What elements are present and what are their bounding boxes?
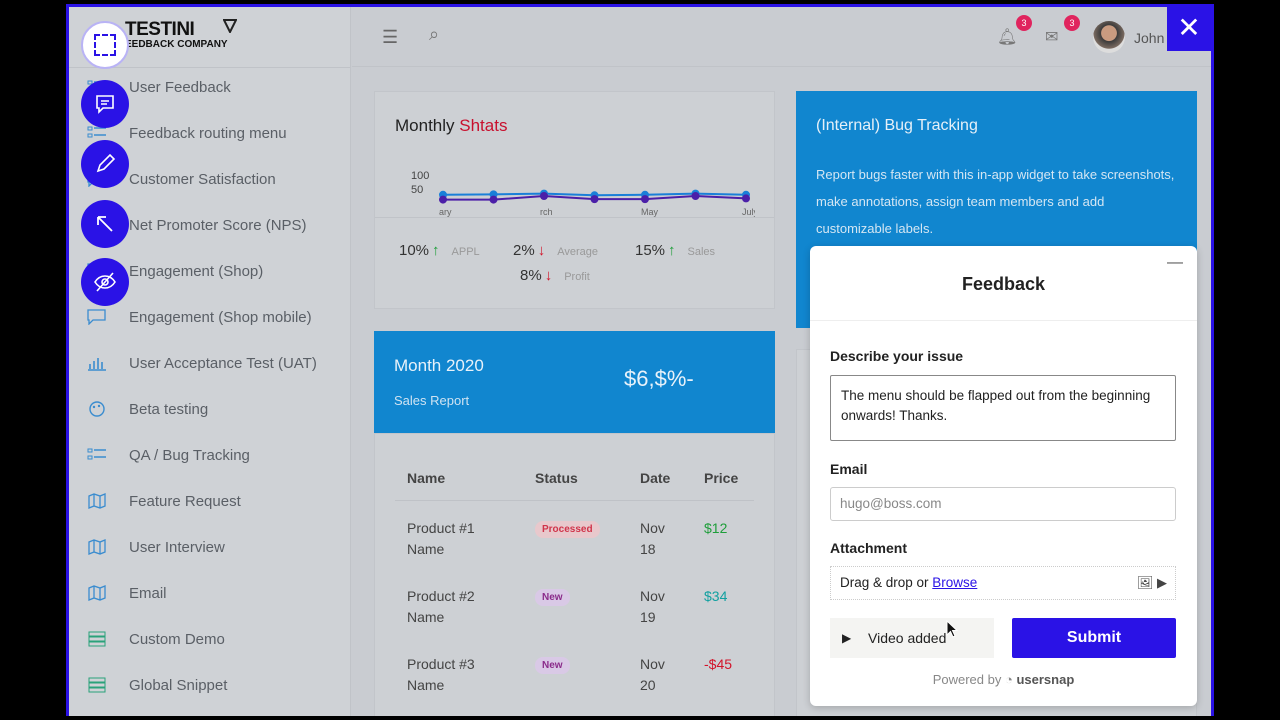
data-point [439, 195, 447, 204]
arrow-down-icon: ↓ [544, 267, 553, 284]
sidebar-item[interactable]: QA / Bug Tracking [69, 440, 350, 470]
list-icon [87, 448, 106, 460]
data-point [691, 192, 700, 200]
topbar: ☰ ⌕ 🔔︎ 3 ✉ 3 John [352, 7, 1211, 67]
stat-item: 15% ↑ Sales [635, 242, 716, 259]
bell-icon[interactable]: 🔔︎ [997, 29, 1018, 46]
map-icon [88, 585, 106, 601]
data-point [489, 195, 498, 204]
feedback-widget: Feedback — Describe your issue The menu … [810, 246, 1197, 706]
arrow-up-icon: ↑ [668, 242, 676, 259]
map-icon [88, 493, 106, 509]
data-point [742, 194, 750, 203]
products-table: Name Status Date Price Product #1 Name P… [374, 433, 775, 716]
minimize-button[interactable]: — [1167, 254, 1183, 271]
image-icon[interactable]: 🖼︎ [1136, 575, 1154, 590]
palette-icon [89, 401, 105, 417]
list-icon [87, 126, 106, 138]
map-icon [88, 539, 106, 555]
select-area-icon [94, 34, 116, 56]
logo-triangle-icon [223, 19, 237, 33]
hide-icon [94, 272, 116, 292]
sidebar-item[interactable]: Custom Demo [69, 624, 350, 654]
arrow-icon [97, 216, 113, 232]
sidebar-item[interactable]: Global Snippet [69, 670, 350, 700]
server-icon [88, 677, 106, 693]
pencil-icon [96, 153, 116, 173]
sales-value: $6,$%- [624, 366, 694, 391]
select-area-tool-button[interactable] [81, 21, 129, 69]
usersnap-logo-icon: ◔ [1004, 672, 1013, 687]
sidebar-item[interactable]: Feedback routing menu [69, 118, 350, 148]
attachment-dropzone[interactable]: Drag & drop or Browse 🖼︎ ▶ [830, 566, 1176, 600]
arrow-down-icon: ↓ [537, 242, 546, 259]
status-badge: New [535, 589, 570, 606]
monthly-stats-card: Monthly Shtats 100 50 ary rch May July 10%↑AP… [374, 91, 775, 309]
y-tick-label: 50 [411, 184, 423, 196]
hide-tool-button[interactable] [81, 258, 129, 306]
close-button[interactable]: ✕ [1167, 7, 1211, 51]
comment-icon [96, 95, 114, 114]
sidebar-item[interactable]: Feature Request [69, 486, 350, 516]
data-point [641, 195, 649, 204]
server-icon [88, 631, 106, 647]
mouse-cursor-icon [946, 620, 958, 638]
x-tick-label: ary [439, 207, 452, 217]
video-file-icon: ▶ [842, 631, 852, 645]
sidebar-nav: User Feedback Feedback routing menu Custom… [69, 67, 350, 694]
app-frame: TESTINI EEDBACK COMPANY User Feedback Fee… [66, 4, 1214, 716]
pencil-tool-button[interactable] [81, 140, 129, 188]
mail-icon[interactable]: ✉ [1045, 29, 1059, 46]
powered-by: Powered by ◔ usersnap [932, 672, 1075, 687]
browse-link[interactable]: Browse [932, 575, 978, 590]
sidebar-item[interactable]: User Acceptance Test (UAT) [69, 348, 350, 378]
bar-chart-icon [88, 358, 106, 371]
sidebar-item[interactable]: User Interview [69, 532, 350, 562]
avatar[interactable] [1093, 21, 1125, 53]
stats-title: Monthly Shtats [395, 116, 508, 135]
sidebar: TESTINI EEDBACK COMPANY User Feedback Fee… [69, 7, 351, 716]
data-point [590, 195, 599, 204]
arrow-up-icon: ↑ [432, 242, 440, 259]
y-tick-label: 100 [411, 170, 429, 182]
email-field[interactable]: hugo@boss.com [830, 487, 1176, 521]
chat-icon [87, 309, 106, 325]
video-added-item[interactable]: ▶ Video added [830, 618, 994, 658]
sidebar-item[interactable]: Engagement (Shop mobile) [69, 302, 350, 332]
arrow-tool-button[interactable] [81, 200, 129, 248]
notification-badge: 3 [1016, 15, 1032, 31]
status-badge: Processed [535, 521, 600, 538]
comment-tool-button[interactable] [81, 80, 129, 128]
message-badge: 3 [1064, 15, 1080, 31]
stat-item: 2% ↓ Average [513, 242, 598, 259]
video-icon[interactable]: ▶ [1157, 575, 1167, 590]
x-tick-label: rch [540, 207, 553, 217]
stat-item: 10% ↑ APPL [399, 242, 480, 259]
menu-icon[interactable]: ☰ [382, 27, 399, 47]
logo: TESTINI EEDBACK COMPANY [125, 19, 265, 50]
describe-issue-textarea[interactable]: The menu should be flapped out from the … [830, 375, 1176, 441]
submit-button[interactable]: Submit [1012, 618, 1176, 658]
stats-chart: 100 50 ary rch May July [411, 170, 755, 217]
x-tick-label: May [641, 207, 659, 217]
sidebar-item[interactable]: Email [69, 578, 350, 608]
user-name[interactable]: John [1134, 30, 1165, 46]
sidebar-item[interactable]: Beta testing [69, 394, 350, 424]
data-point [540, 192, 548, 200]
close-icon: ✕ [1177, 12, 1201, 43]
status-badge: New [535, 657, 570, 674]
sales-report-card: Month 2020 Sales Report $6,$%- [374, 331, 775, 433]
x-tick-label: July [742, 207, 755, 217]
search-icon[interactable]: ⌕ [429, 24, 440, 44]
stat-item: 8% ↓ Profit [520, 267, 590, 284]
